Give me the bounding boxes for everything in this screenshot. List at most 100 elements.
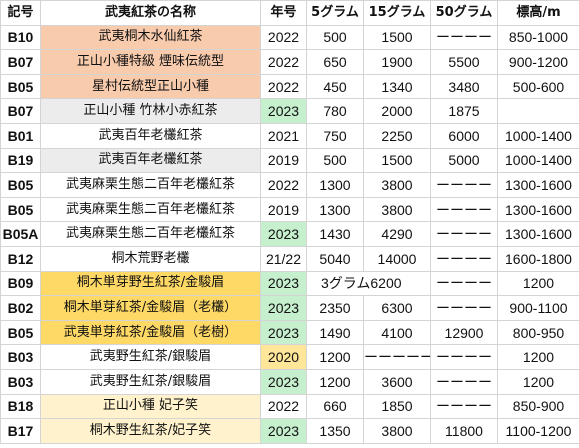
altitude: 850-900 xyxy=(497,393,579,420)
altitude: 1200 xyxy=(497,270,579,297)
year-cell: 2022 xyxy=(260,24,307,51)
year-cell: 2023 xyxy=(260,98,307,124)
product-code: B12 xyxy=(0,245,41,272)
price-50g: ーーーー xyxy=(430,24,498,51)
tea-name: 武夷麻栗生態二百年老欉紅茶 xyxy=(40,172,261,198)
year-cell: 2019 xyxy=(260,147,307,174)
header-year: 年号 xyxy=(260,0,307,26)
product-code: B19 xyxy=(0,147,41,174)
tea-name: 正山小種 妃子笑 xyxy=(40,393,261,420)
tea-name: 星村伝統型正山小種 xyxy=(40,73,261,100)
tea-name: 武夷野生紅茶/銀駿眉 xyxy=(40,344,261,370)
table-row: B05 武夷単芽紅茶/金駿眉（老樹） 2023 1490 4100 12900 800-95… xyxy=(0,319,579,346)
price-15g: 3800 xyxy=(363,196,431,223)
altitude xyxy=(497,98,579,124)
price-50g: 5500 xyxy=(430,49,498,75)
tea-name: 桐木野生紅茶/妃子笑 xyxy=(40,418,261,444)
tea-name: 正山小種 竹林小赤紅茶 xyxy=(40,98,261,124)
product-code: B05 xyxy=(0,172,41,198)
year-cell: 2023 xyxy=(260,319,307,346)
tea-name: 武夷単芽紅茶/金駿眉（老樹） xyxy=(40,319,261,346)
table-row: B01 武夷百年老欉紅茶 2021 750 2250 6000 1000-1400 xyxy=(0,122,579,149)
price-5g: 660 xyxy=(306,393,364,420)
price-50g: 6000 xyxy=(430,122,498,149)
product-code: B05A xyxy=(0,221,41,247)
header-code: 記号 xyxy=(0,0,41,26)
table-row: B07 正山小種特級 煙味伝統型 2022 650 1900 5500 900-1200 xyxy=(0,49,579,75)
product-code: B02 xyxy=(0,295,41,321)
price-50g: 1875 xyxy=(430,98,498,124)
price-15g: 6300 xyxy=(363,295,431,321)
year-cell: 2023 xyxy=(260,295,307,321)
price-5g: 1200 xyxy=(306,368,364,395)
price-15g: 2000 xyxy=(363,98,431,124)
altitude: 1200 xyxy=(497,344,579,370)
price-5g: 1430 xyxy=(306,221,364,247)
price-50g: 11800 xyxy=(430,418,498,444)
price-15g: 4100 xyxy=(363,319,431,346)
price-50g: ーーーー xyxy=(430,196,498,223)
altitude: 1200 xyxy=(497,368,579,395)
tea-name: 桐木単芽紅茶/金駿眉（老欉） xyxy=(40,295,261,321)
table-row: B03 武夷野生紅茶/銀駿眉 2023 1200 3600 ーーーー 1200 xyxy=(0,368,579,395)
price-15g: ーーーーー xyxy=(363,344,431,370)
table-row: B17 桐木野生紅茶/妃子笑 2023 1350 3800 11800 1100-1200 xyxy=(0,418,579,444)
table-row: B19 武夷百年老欉紅茶 2019 500 1500 5000 1000-1400 xyxy=(0,147,579,174)
price-50g: ーーーー xyxy=(430,245,498,272)
tea-name: 武夷百年老欉紅茶 xyxy=(40,147,261,174)
price-15g: 14000 xyxy=(363,245,431,272)
table-row: B05A 武夷麻栗生態二百年老欉紅茶 2023 1430 4290 ーーーー 1300-16… xyxy=(0,221,579,247)
product-code: B07 xyxy=(0,49,41,75)
table-row: B10 武夷桐木水仙紅茶 2022 500 1500 ーーーー 850-1000 xyxy=(0,24,579,51)
price-50g: ーーーー xyxy=(430,393,498,420)
price-15g: 2250 xyxy=(363,122,431,149)
altitude: 1600-1800 xyxy=(497,245,579,272)
price-15g: 1500 xyxy=(363,147,431,174)
table-row: B09 桐木単芽野生紅茶/金駿眉 2023 3グラム6200 ーーーー 1200 xyxy=(0,270,579,297)
product-code: B01 xyxy=(0,122,41,149)
price-15g: 3800 xyxy=(363,418,431,444)
price-50g: ーーーー xyxy=(430,172,498,198)
price-5g: 2350 xyxy=(306,295,364,321)
product-code: B09 xyxy=(0,270,41,297)
table-row: B05 武夷麻栗生態二百年老欉紅茶 2019 1300 3800 ーーーー 1300-160… xyxy=(0,196,579,223)
price-50g: 3480 xyxy=(430,73,498,100)
year-cell: 2023 xyxy=(260,368,307,395)
product-code: B07 xyxy=(0,98,41,124)
altitude: 1000-1400 xyxy=(497,122,579,149)
tea-name: 桐木荒野老欉 xyxy=(40,245,261,272)
tea-name: 武夷百年老欉紅茶 xyxy=(40,122,261,149)
table-row: B18 正山小種 妃子笑 2022 660 1850 ーーーー 850-900 xyxy=(0,393,579,420)
altitude: 800-950 xyxy=(497,319,579,346)
price-5g: 1490 xyxy=(306,319,364,346)
price-5g-and-15g: 3グラム6200 xyxy=(306,270,431,297)
price-15g: 3800 xyxy=(363,172,431,198)
altitude: 900-1200 xyxy=(497,49,579,75)
price-5g: 780 xyxy=(306,98,364,124)
price-5g: 1300 xyxy=(306,172,364,198)
price-15g: 1900 xyxy=(363,49,431,75)
altitude: 1300-1600 xyxy=(497,172,579,198)
tea-name: 武夷桐木水仙紅茶 xyxy=(40,24,261,51)
price-15g: 4290 xyxy=(363,221,431,247)
tea-name: 桐木単芽野生紅茶/金駿眉 xyxy=(40,270,261,297)
header-row: 記号 武夷紅茶の名称 年号 5グラム 15グラム 50グラム 標高/m xyxy=(0,0,579,26)
year-cell: 2020 xyxy=(260,344,307,370)
price-5g: 1300 xyxy=(306,196,364,223)
price-50g: 12900 xyxy=(430,319,498,346)
price-50g: ーーーー xyxy=(430,295,498,321)
price-15g: 3600 xyxy=(363,368,431,395)
product-code: B05 xyxy=(0,196,41,223)
year-cell: 2022 xyxy=(260,49,307,75)
year-cell: 2022 xyxy=(260,393,307,420)
tea-name: 武夷麻栗生態二百年老欉紅茶 xyxy=(40,196,261,223)
altitude: 1100-1200 xyxy=(497,418,579,444)
table-row: B05 武夷麻栗生態二百年老欉紅茶 2022 1300 3800 ーーーー 1300-160… xyxy=(0,172,579,198)
price-5g: 450 xyxy=(306,73,364,100)
tea-name: 武夷麻栗生態二百年老欉紅茶 xyxy=(40,221,261,247)
product-code: B05 xyxy=(0,319,41,346)
price-15g: 1500 xyxy=(363,24,431,51)
altitude: 900-1100 xyxy=(497,295,579,321)
price-15g: 1850 xyxy=(363,393,431,420)
